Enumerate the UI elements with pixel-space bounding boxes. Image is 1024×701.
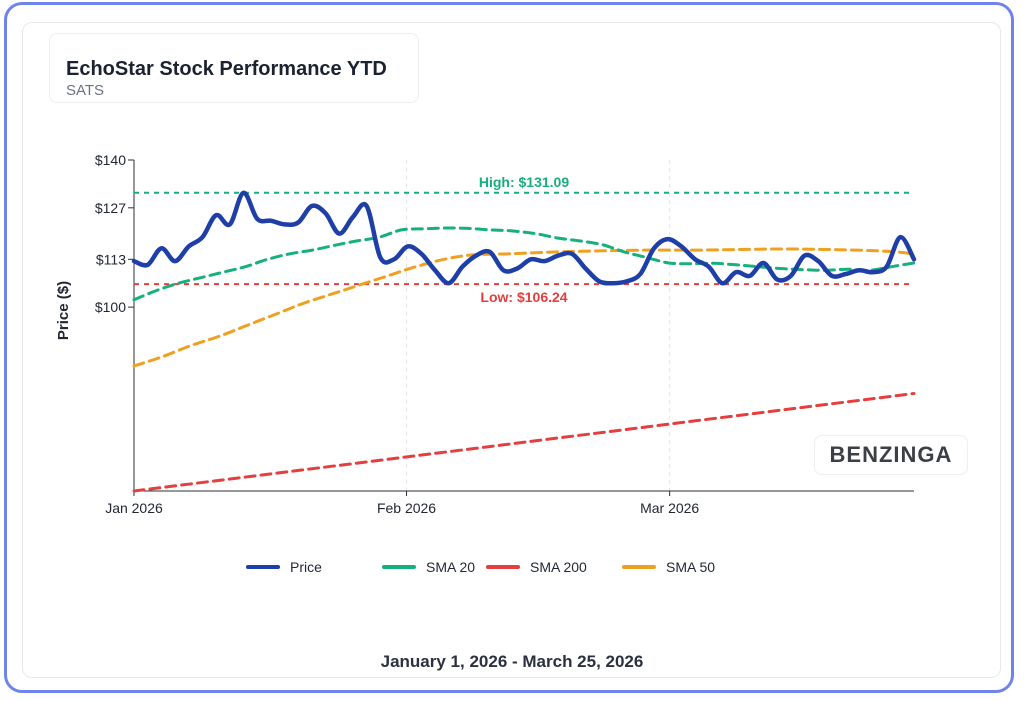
y-axis-title: Price ($) <box>55 281 72 340</box>
reference-lines: High: $131.09 Low: $106.24 <box>134 174 914 305</box>
y-tick-label: $113 <box>96 251 126 267</box>
sma20-series-line <box>132 226 916 302</box>
sma200-series-line <box>132 392 916 493</box>
sma50-series-line <box>132 247 916 368</box>
date-range-caption: January 1, 2026 - March 25, 2026 <box>380 652 644 671</box>
x-tick-label: Mar 2026 <box>640 500 699 516</box>
legend-label-sma200: SMA 200 <box>530 559 587 575</box>
chart-subtitle: SATS <box>66 82 105 99</box>
chart-title-box: EchoStar Stock Performance YTD SATS <box>49 33 419 103</box>
low-reference-label: Low: $106.24 <box>480 289 567 305</box>
y-tick-label: $140 <box>95 152 126 168</box>
y-tick-label: $127 <box>95 200 126 216</box>
legend-label-sma50: SMA 50 <box>666 559 715 575</box>
grid-lines <box>406 160 671 491</box>
series-lines <box>131 190 917 493</box>
axes: $140 $127 $113 $100 Jan 2026 Feb 2026 Mar 2026… <box>55 152 914 516</box>
benzinga-watermark: BENZINGA <box>814 435 968 475</box>
legend-label-price: Price <box>290 559 322 575</box>
legend: Price SMA 20 SMA 200 SMA 50 <box>246 559 715 575</box>
high-reference-label: High: $131.09 <box>479 174 569 190</box>
chart-title: EchoStar Stock Performance YTD <box>66 58 387 80</box>
y-tick-label: $100 <box>95 299 126 315</box>
legend-label-sma20: SMA 20 <box>426 559 475 575</box>
x-tick-label: Jan 2026 <box>105 500 163 516</box>
x-tick-label: Feb 2026 <box>377 500 436 516</box>
price-series-line <box>131 190 917 286</box>
